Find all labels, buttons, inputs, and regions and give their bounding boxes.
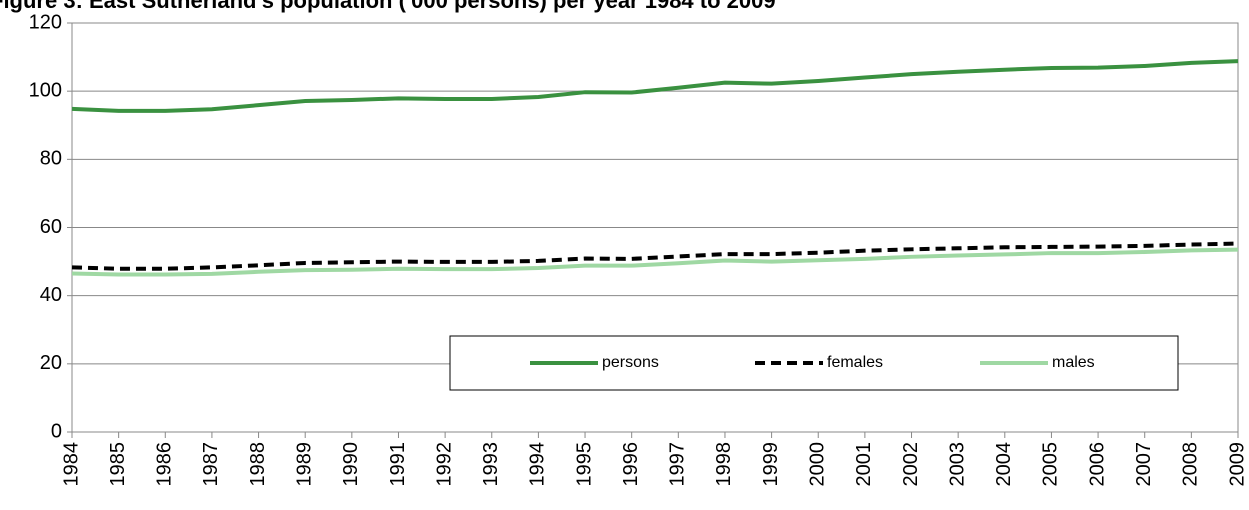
series-line xyxy=(71,241,1239,271)
x-tick-label: 2005 xyxy=(1040,442,1062,487)
series-line xyxy=(71,59,1239,113)
x-tick-label: 2009 xyxy=(1226,442,1248,487)
y-tick-label: 20 xyxy=(40,352,62,374)
y-tick-label: 120 xyxy=(29,11,62,33)
x-tick-label: 2004 xyxy=(993,442,1015,487)
x-tick-label: 1997 xyxy=(667,442,689,487)
plot-border xyxy=(71,22,1239,433)
x-tick-label: 1998 xyxy=(713,442,735,487)
x-tick-label: 2000 xyxy=(807,442,829,487)
chart-title: Figure 3: East Sutherland's population (… xyxy=(0,0,776,13)
y-tick-label: 100 xyxy=(29,79,62,101)
x-tick-label: 1990 xyxy=(340,442,362,487)
x-tick-label: 1993 xyxy=(480,442,502,487)
x-tick-label: 2008 xyxy=(1180,442,1202,487)
legend-label: females xyxy=(827,354,883,371)
y-tick-label: 0 xyxy=(51,420,62,442)
x-tick-label: 2007 xyxy=(1133,442,1155,487)
x-tick-label: 2006 xyxy=(1086,442,1108,487)
x-tick-label: 1991 xyxy=(387,442,409,487)
y-tick-label: 40 xyxy=(40,284,62,306)
x-tick-label: 2003 xyxy=(946,442,968,487)
x-tick-label: 1986 xyxy=(154,442,176,487)
x-tick-label: 1992 xyxy=(433,442,455,487)
x-tick-label: 1984 xyxy=(60,442,82,487)
x-tick-label: 1988 xyxy=(247,442,269,487)
x-tick-label: 1996 xyxy=(620,442,642,487)
legend-label: persons xyxy=(602,354,659,371)
x-tick-label: 2001 xyxy=(853,442,875,487)
y-tick-label: 60 xyxy=(40,216,62,238)
x-tick-label: 1989 xyxy=(293,442,315,487)
series-line xyxy=(71,247,1239,277)
x-tick-label: 1995 xyxy=(573,442,595,487)
x-tick-label: 1987 xyxy=(200,442,222,487)
y-tick-label: 80 xyxy=(40,148,62,170)
x-tick-label: 1985 xyxy=(107,442,129,487)
x-tick-label: 1994 xyxy=(527,442,549,487)
x-tick-label: 2002 xyxy=(900,442,922,487)
x-tick-label: 1999 xyxy=(760,442,782,487)
legend-label: males xyxy=(1052,354,1095,371)
